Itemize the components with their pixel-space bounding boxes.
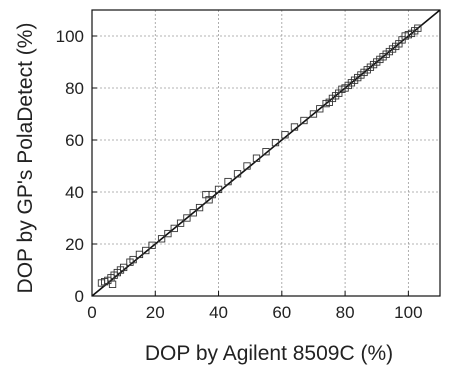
data-point (243, 162, 251, 170)
y-tick-label: 100 (56, 27, 84, 46)
data-point (195, 203, 204, 212)
data-point (252, 154, 261, 162)
reference-line (91, 9, 441, 297)
data-point (148, 241, 156, 249)
data-point (170, 224, 178, 233)
data-point (183, 214, 191, 222)
data-point (142, 246, 150, 255)
data-point (119, 263, 128, 272)
data-point (271, 138, 280, 147)
data-point (135, 250, 144, 259)
x-tick-label: 100 (394, 303, 422, 322)
plot-frame (91, 9, 441, 297)
data-point (208, 190, 216, 199)
y-axis: 0 20 40 60 80 100 (56, 27, 97, 306)
data-point (316, 105, 324, 113)
data-point (414, 24, 422, 32)
data-points (97, 24, 422, 288)
y-tick-label: 40 (65, 183, 84, 202)
x-tick-label: 80 (336, 303, 355, 322)
data-point (157, 235, 166, 243)
x-axis-title: DOP by Agilent 8509C (%) (145, 342, 393, 365)
data-point (233, 170, 242, 178)
data-point (214, 185, 223, 194)
data-point (262, 148, 270, 156)
y-tick-label: 80 (65, 79, 84, 98)
data-point (224, 177, 232, 186)
x-tick-label: 0 (87, 303, 96, 322)
data-point (164, 229, 172, 238)
data-point (108, 280, 117, 288)
y-tick-label: 20 (65, 235, 84, 254)
data-point (176, 219, 185, 227)
data-point (309, 110, 318, 118)
y-tick-label: 0 (75, 287, 84, 306)
data-point (290, 123, 299, 131)
x-tick-label: 20 (146, 303, 165, 322)
data-point (189, 209, 197, 217)
data-point (129, 255, 137, 264)
x-axis: 0 20 40 60 80 100 (87, 291, 423, 322)
x-tick-label: 40 (209, 303, 228, 322)
y-axis-title: DOP by GP's PolaDetect (%) (14, 23, 37, 294)
y-tick-label: 60 (65, 131, 84, 150)
grid-lines (92, 10, 440, 296)
data-point (300, 116, 308, 125)
x-tick-label: 60 (272, 303, 291, 322)
data-point (281, 131, 289, 139)
